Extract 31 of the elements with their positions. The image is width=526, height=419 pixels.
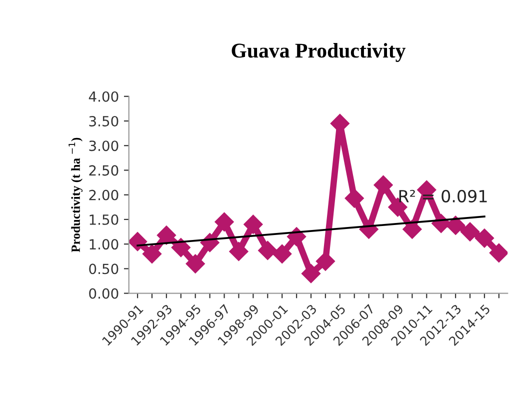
y-tick-label: 0.50: [89, 264, 118, 274]
annotation: R² = 0.091: [399, 190, 487, 202]
point: [142, 244, 162, 264]
y-tick-label: 2.50: [89, 165, 118, 176]
point: [156, 226, 176, 245]
point: [229, 242, 248, 261]
point: [258, 240, 278, 260]
point: [244, 214, 263, 234]
point: [128, 232, 148, 252]
point: [460, 222, 480, 242]
point: [214, 212, 234, 232]
y-tick-label: 3.00: [89, 140, 118, 152]
y-tick-label: 0.00: [89, 288, 118, 299]
point: [374, 175, 393, 195]
y-tick-label: 2.00: [89, 190, 118, 200]
y-axis-title: Productivity (t ha $^{−1}$): [68, 138, 83, 252]
point: [316, 252, 335, 271]
point: [489, 243, 508, 262]
y-tick-label: 4.00: [88, 91, 118, 102]
y-tick-label: 1.50: [90, 214, 118, 225]
point: [171, 238, 190, 258]
point: [186, 254, 205, 274]
point: [301, 264, 321, 284]
chart-title: Guava Productivity: [232, 43, 406, 62]
point: [402, 220, 422, 239]
point: [272, 244, 292, 264]
y-tick-label: 3.50: [89, 116, 118, 126]
point: [446, 216, 466, 235]
point: [474, 228, 494, 248]
y-tick-label: 1.00: [90, 239, 118, 250]
point: [344, 188, 364, 208]
